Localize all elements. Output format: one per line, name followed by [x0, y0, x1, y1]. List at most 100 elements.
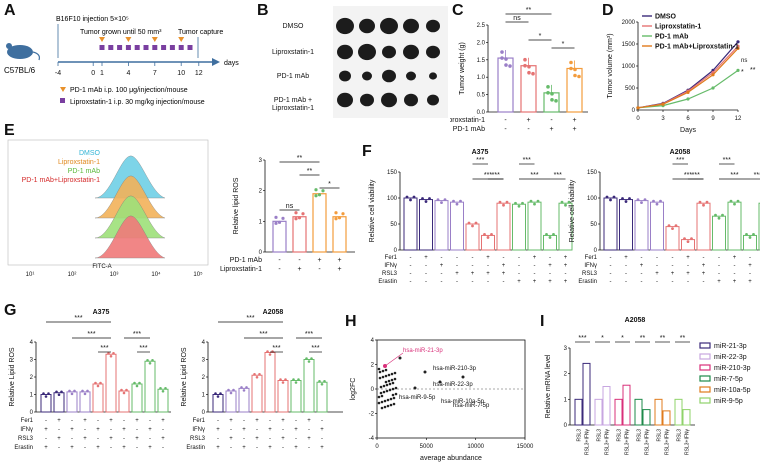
injection-text: B16F10 injection 5×10⁵ [56, 16, 129, 23]
sig-label: ** [526, 7, 532, 14]
y-tick-label: 4 [202, 340, 206, 346]
row-label: RSL3 [18, 436, 34, 442]
panel-c-tumor-weight: 0.0 0.5 1.0 1.5 2.0 2.5 Tumor weight (g) - - + - - +… [450, 7, 588, 133]
data-point [384, 374, 388, 378]
row-sign: - [456, 255, 458, 261]
data-point [440, 201, 443, 204]
bar-1-1 [602, 386, 611, 426]
data-point [60, 390, 63, 394]
sig-label: *** [492, 172, 500, 179]
histogram-label: Liproxstatin-1 [58, 159, 100, 166]
tumor-specimen [362, 71, 372, 81]
row-sign: - [625, 271, 627, 277]
data-point [68, 389, 71, 393]
tumor-specimen [382, 69, 396, 83]
series-point [711, 86, 715, 90]
row-sign: - [321, 418, 323, 424]
timeline-tick-label: -4 [55, 70, 61, 77]
point-label: hsa-miR-10a-5p [441, 399, 485, 405]
data-point [386, 404, 390, 408]
sig-label: *** [684, 172, 692, 179]
row-sign: + [255, 436, 259, 442]
data-point [307, 360, 311, 363]
data-point [337, 216, 342, 220]
sig-label: *** [723, 157, 731, 164]
lipro-dose-marker [161, 45, 167, 50]
data-point [452, 199, 455, 203]
row-sign: - [136, 427, 138, 433]
data-point [505, 200, 509, 204]
data-point [383, 405, 387, 409]
data-point [279, 378, 282, 381]
pd1-dose-marker [151, 37, 158, 42]
lipro-dose-marker [99, 45, 105, 50]
panel-letter-i: I [540, 313, 545, 330]
data-point [564, 203, 567, 207]
data-point [560, 200, 564, 204]
legend-label: miR-9-5p [714, 398, 743, 405]
row-sign: - [503, 255, 505, 261]
data-point [514, 201, 517, 205]
row-sign: + [533, 255, 537, 261]
data-point [612, 195, 616, 199]
row-sign: + [548, 263, 552, 269]
data-point [500, 56, 504, 60]
bar-2 [312, 193, 327, 253]
data-point [745, 233, 748, 236]
data-point [86, 389, 89, 393]
row-sign: - [230, 427, 232, 433]
row-sign: + [748, 263, 752, 269]
chart-title: A2058 [625, 317, 646, 324]
sig-label: ** [660, 335, 666, 342]
data-point [277, 220, 282, 224]
row-sign: - [71, 418, 73, 424]
row-sign: - [687, 263, 689, 269]
data-point [387, 373, 391, 377]
series-point [686, 97, 690, 101]
data-point [133, 381, 136, 385]
sig-label: *** [730, 172, 738, 179]
row-sign: - [703, 255, 705, 261]
bar-2 [66, 391, 78, 413]
row-sign: + [671, 271, 675, 277]
row-sign: + [96, 427, 100, 433]
row-label: Erastin [578, 279, 597, 285]
tumor-specimen [381, 92, 397, 108]
data-point [297, 216, 302, 220]
timeline-tick-label: 1 [100, 70, 104, 77]
row-sign: + [320, 427, 324, 433]
data-point [748, 236, 752, 239]
row-label: IFNγ [20, 427, 33, 433]
y-tick-label: 1.0 [477, 75, 486, 81]
row-sign: - [256, 427, 258, 433]
bar-9 [543, 234, 557, 251]
x-tick-label: 3 [661, 116, 665, 122]
row-label: PD-1 mAb [277, 73, 309, 80]
tumor-specimen [426, 45, 440, 59]
bar-5 [681, 239, 695, 251]
tumor-specimen [426, 19, 440, 33]
y-tick-label: 0 [564, 423, 568, 429]
mouse-label: C57BL/6 [4, 66, 36, 75]
data-point [736, 199, 740, 203]
data-point [378, 376, 382, 380]
sig-label: *** [676, 157, 684, 164]
data-point [42, 392, 45, 395]
bar-10 [558, 202, 573, 251]
sig-label: ns [741, 58, 747, 64]
data-point [240, 386, 243, 389]
row-sign: + [135, 418, 139, 424]
data-point [438, 380, 442, 384]
row-sign: - [110, 445, 112, 451]
row-sign: + [655, 271, 659, 277]
data-point [284, 378, 287, 381]
row-sign: + [517, 279, 521, 285]
sig-label: *** [523, 157, 531, 164]
tumor-specimen [359, 18, 375, 34]
y-tick-label: 2 [259, 189, 263, 195]
row-sign: - [410, 271, 412, 277]
point-label: hsa-miR-7-5p [453, 403, 490, 409]
data-point [504, 63, 508, 67]
bar-5 [277, 380, 289, 413]
row-sign: - [217, 436, 219, 442]
